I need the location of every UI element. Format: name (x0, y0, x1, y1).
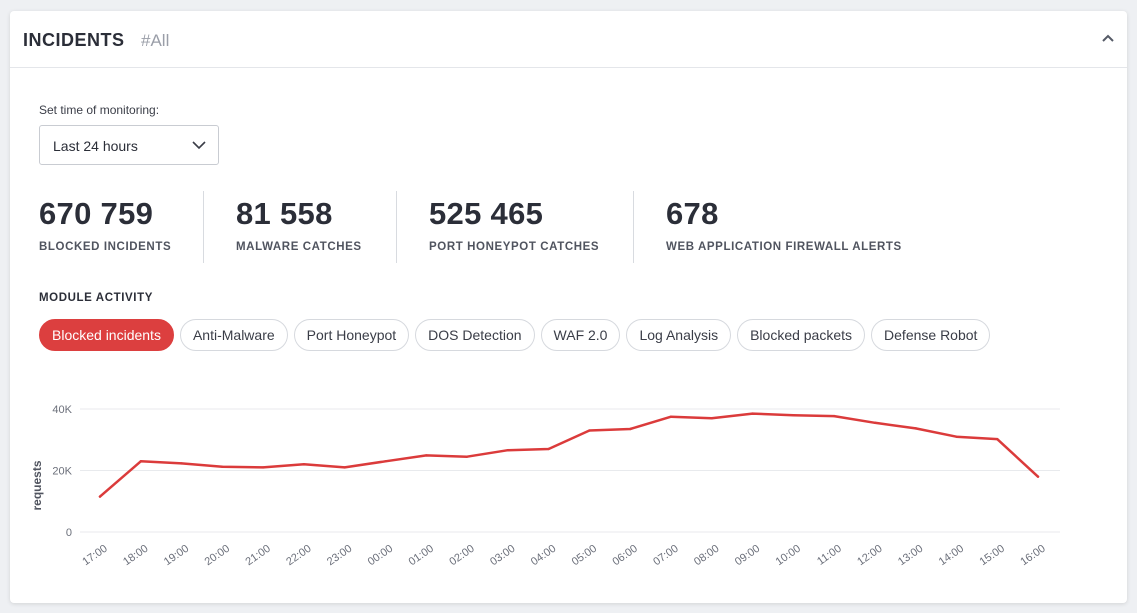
data-point (792, 413, 795, 417)
stat-value: 670 759 (39, 196, 154, 231)
stat-blocked-incidents: 670 759 BLOCKED INCIDENTS (39, 196, 171, 253)
x-tick-label: 20:00 (203, 543, 232, 569)
data-point (343, 466, 346, 469)
stat-value: 678 (666, 196, 719, 231)
data-point (180, 462, 183, 465)
data-point (1036, 475, 1040, 478)
x-tick-label: 05:00 (570, 543, 599, 569)
data-point (261, 466, 265, 469)
data-point (588, 429, 591, 432)
data-point (98, 495, 102, 498)
x-tick-label: 07:00 (651, 543, 680, 569)
collapse-button[interactable] (1095, 25, 1121, 51)
tab-waf[interactable]: WAF 2.0 (540, 319, 621, 351)
data-point (996, 437, 999, 441)
y-axis-label: requests (30, 460, 44, 510)
stat-label: PORT HONEYPOT CATCHES (429, 241, 600, 253)
stat-value: 81 558 (236, 196, 333, 231)
data-point (547, 447, 550, 451)
x-tick-label: 11:00 (815, 543, 844, 568)
data-point (139, 460, 142, 463)
data-point (955, 435, 958, 438)
data-point (506, 449, 510, 452)
card-header: INCIDENTS #All (10, 11, 1127, 68)
incidents-card: INCIDENTS #All Set time of monitoring: L… (10, 11, 1127, 603)
x-tick-label: 13:00 (896, 543, 925, 569)
data-point (710, 417, 713, 420)
x-tick-label: 04:00 (529, 543, 558, 569)
tab-log-analysis[interactable]: Log Analysis (626, 319, 732, 351)
data-point (751, 412, 754, 415)
stat-waf-alerts: 678 WEB APPLICATION FIREWALL ALERTS (666, 196, 902, 253)
x-tick-label: 23:00 (325, 543, 354, 569)
x-tick-label: 14:00 (937, 543, 966, 569)
tab-blocked-packets[interactable]: Blocked packets (737, 319, 866, 351)
stat-value: 525 465 (429, 196, 544, 231)
y-tick-label: 40K (52, 404, 72, 416)
x-tick-label: 08:00 (692, 543, 721, 569)
data-point (221, 465, 224, 469)
module-activity-title: MODULE ACTIVITY (39, 292, 153, 304)
data-point (384, 460, 387, 463)
stat-port-honeypot-catches: 525 465 PORT HONEYPOT CATCHES (429, 196, 599, 253)
data-point (425, 454, 428, 457)
x-tick-label: 15:00 (978, 543, 1007, 569)
chevron-up-icon (1102, 34, 1114, 42)
stat-divider (203, 191, 204, 263)
data-point (628, 427, 632, 431)
x-tick-label: 21:00 (243, 543, 272, 569)
stat-divider (633, 191, 634, 263)
x-tick-label: 22:00 (284, 543, 313, 569)
stat-label: MALWARE CATCHES (236, 241, 362, 253)
x-tick-label: 12:00 (855, 543, 884, 569)
tab-blocked-incidents[interactable]: Blocked incidents (39, 319, 174, 351)
tab-defense-robot[interactable]: Defense Robot (871, 319, 991, 351)
data-point (302, 463, 306, 466)
data-point (669, 415, 673, 418)
x-tick-label: 19:00 (162, 543, 191, 569)
chevron-down-icon (192, 141, 206, 150)
tab-anti-malware[interactable]: Anti-Malware (179, 319, 288, 351)
x-tick-label: 06:00 (610, 543, 639, 569)
stat-label: BLOCKED INCIDENTS (39, 241, 172, 253)
x-tick-label: 10:00 (774, 543, 803, 569)
monitoring-label: Set time of monitoring: (39, 103, 160, 117)
x-tick-label: 03:00 (488, 543, 517, 569)
x-tick-label: 09:00 (733, 543, 762, 569)
tab-dos-detection[interactable]: DOS Detection (415, 319, 535, 351)
module-activity-chart: 0 20K 40K requests 17:00 18:00 19:00 20:00 21:00… (30, 404, 1060, 569)
data-point (832, 414, 836, 418)
x-tick-label: 18:00 (121, 543, 150, 569)
tab-port-honeypot[interactable]: Port Honeypot (293, 319, 410, 351)
series-line-blocked-incidents (98, 412, 1040, 498)
time-range-value: Last 24 hours (53, 138, 138, 154)
card-title: INCIDENTS (23, 30, 125, 50)
stat-label: WEB APPLICATION FIREWALL ALERTS (666, 241, 902, 253)
x-tick-label: 17:00 (80, 543, 109, 569)
x-tick-label: 00:00 (366, 543, 395, 569)
time-range-select[interactable]: Last 24 hours (39, 125, 219, 165)
module-tabs: Blocked incidents Anti-Malware Port Hone… (39, 319, 991, 351)
y-tick-label: 20K (52, 466, 72, 478)
stat-divider (396, 191, 397, 263)
x-tick-label: 16:00 (1018, 543, 1047, 569)
card-tag: #All (141, 31, 170, 50)
x-tick-label: 01:00 (407, 543, 436, 569)
data-point (873, 421, 877, 425)
y-tick-label: 0 (66, 527, 72, 539)
x-tick-label: 02:00 (447, 543, 476, 569)
data-point (465, 455, 469, 458)
data-point (914, 427, 917, 430)
stat-malware-catches: 81 558 MALWARE CATCHES (236, 196, 362, 253)
